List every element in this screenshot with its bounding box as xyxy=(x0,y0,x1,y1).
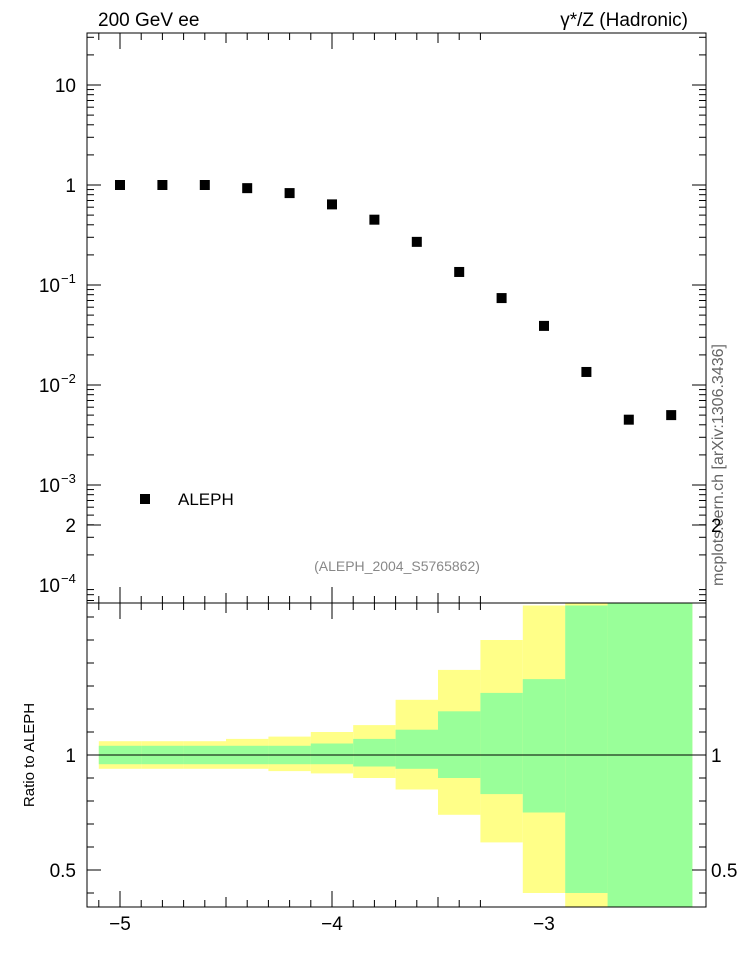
y-tick-label: 10 xyxy=(39,276,60,297)
ratio-y-tick-label-right: 0.5 xyxy=(711,861,737,882)
ratio-y-tick-label: 1 xyxy=(65,746,76,767)
ratio-band-stat xyxy=(522,679,566,813)
ratio-y-tick-label: 0.5 xyxy=(50,861,76,882)
ratio-y-tick-label-right: 2 xyxy=(711,516,722,537)
ratio-band-stat xyxy=(480,692,523,795)
legend-label: ALEPH xyxy=(178,490,234,509)
data-point xyxy=(623,414,634,425)
x-tick-label: −5 xyxy=(109,914,131,935)
data-point xyxy=(496,293,507,304)
x-tick-label: −4 xyxy=(321,914,343,935)
data-point xyxy=(539,320,549,331)
ratio-y-axis-label: Ratio to ALEPH xyxy=(21,703,38,807)
y-tick-label-exponent: −1 xyxy=(61,271,76,286)
data-point xyxy=(327,199,337,210)
data-point xyxy=(284,188,295,199)
ratio-band-stat xyxy=(565,605,608,893)
data-point xyxy=(115,180,125,190)
y-tick-label: 10 xyxy=(39,476,60,497)
data-point xyxy=(199,180,210,190)
ratio-band-stat xyxy=(310,743,354,765)
data-point xyxy=(581,366,592,377)
data-point xyxy=(369,214,380,225)
y-tick-label-exponent: −2 xyxy=(61,371,76,386)
data-point xyxy=(666,410,677,421)
main-plot-frame xyxy=(86,32,707,604)
main-plot-marks xyxy=(115,180,677,425)
header-right: γ*/Z (Hadronic) xyxy=(560,10,688,31)
analysis-label: (ALEPH_2004_S5765862) xyxy=(314,558,480,574)
data-point xyxy=(242,183,253,194)
y-tick-label: 1 xyxy=(65,176,76,197)
y-tick-label: 10 xyxy=(55,76,76,97)
header-left: 200 GeV ee xyxy=(98,10,199,31)
ratio-panel: 0.5 0.5 1 1 2 2 −5 −4 −3 Ratio to ALEPH xyxy=(21,516,737,935)
ratio-ticks: 0.5 0.5 1 1 2 2 −5 −4 −3 xyxy=(50,516,738,935)
y-tick-label: 10 xyxy=(39,576,60,597)
data-point xyxy=(157,180,168,190)
y-tick-label-exponent: −3 xyxy=(61,471,76,486)
data-point xyxy=(454,266,465,277)
ratio-band-stat xyxy=(438,711,481,778)
ratio-band-stat xyxy=(353,738,396,767)
ratio-band-stat xyxy=(395,729,438,769)
legend: ALEPH xyxy=(140,490,234,509)
y-tick-label-exponent: −4 xyxy=(61,571,76,586)
legend-marker xyxy=(140,494,150,504)
ratio-y-tick-label-right: 1 xyxy=(711,746,722,767)
x-tick-label: −3 xyxy=(533,914,555,935)
y-tick-label: 10 xyxy=(39,376,60,397)
ratio-plot-frame xyxy=(86,602,707,908)
data-point xyxy=(411,236,422,247)
ratio-y-tick-label: 2 xyxy=(65,516,76,537)
side-label: mcplots.cern.ch [arXiv:1306.3436] xyxy=(710,344,727,586)
